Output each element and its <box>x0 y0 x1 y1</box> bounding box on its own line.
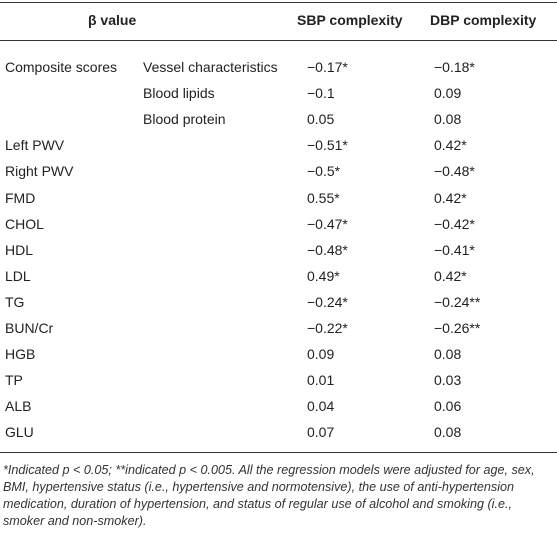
dbp-value: 0.42* <box>434 189 467 206</box>
column-header: SBP complexity <box>297 12 403 28</box>
footnote: *Indicated p < 0.05; **indicated p < 0.0… <box>3 463 535 528</box>
row-measure: Blood protein <box>143 111 226 128</box>
sbp-value: −0.22* <box>307 320 348 336</box>
dbp-value: 0.08 <box>434 346 462 363</box>
row-measure: Vessel characteristics <box>143 59 278 75</box>
sbp-value: 0.55* <box>307 189 340 206</box>
column-header: DBP complexity <box>430 12 537 28</box>
sbp-value: 0.09 <box>307 346 335 363</box>
sbp-value: −0.5* <box>307 163 341 180</box>
dbp-value: −0.18* <box>434 59 475 75</box>
row-label: Right PWV <box>5 163 74 180</box>
dbp-value: −0.24** <box>434 293 481 310</box>
dbp-value: 0.06 <box>434 398 462 415</box>
row-label: BUN/Cr <box>5 320 54 336</box>
row-label: TG <box>5 293 25 310</box>
row-measure: Blood lipids <box>143 85 215 102</box>
row-label: CHOL <box>5 215 44 232</box>
dbp-value: 0.42* <box>434 267 467 284</box>
dbp-value: 0.08 <box>434 424 462 441</box>
dbp-value: −0.48* <box>434 163 475 180</box>
sbp-value: −0.48* <box>307 241 348 258</box>
row-label: Left PWV <box>5 137 65 154</box>
row-label: LDL <box>5 267 31 284</box>
sbp-value: −0.47* <box>307 215 348 232</box>
sbp-value: −0.1 <box>307 85 335 102</box>
top-rule <box>0 2 557 3</box>
sbp-value: −0.51* <box>307 137 348 154</box>
row-label: TP <box>5 372 23 389</box>
row-label: FMD <box>5 189 36 206</box>
sbp-value: 0.07 <box>307 424 335 441</box>
dbp-value: 0.42* <box>434 137 467 154</box>
dbp-value: −0.42* <box>434 215 475 232</box>
dbp-value: 0.09 <box>434 85 462 102</box>
sbp-value: 0.01 <box>307 372 335 389</box>
sbp-value: −0.24* <box>307 293 348 310</box>
header-rule <box>0 40 557 41</box>
dbp-value: −0.41* <box>434 241 475 258</box>
dbp-value: −0.26** <box>434 320 481 336</box>
sbp-value: 0.05 <box>307 111 335 128</box>
sbp-value: 0.04 <box>307 398 335 415</box>
row-label: Composite scores <box>5 59 118 75</box>
column-header: β value <box>88 12 137 28</box>
row-label: ALB <box>5 398 32 415</box>
bottom-rule <box>0 452 557 453</box>
row-label: HDL <box>5 241 34 258</box>
dbp-value: 0.08 <box>434 111 462 128</box>
sbp-value: 0.49* <box>307 267 340 284</box>
sbp-value: −0.17* <box>307 59 348 75</box>
row-label: GLU <box>5 424 34 441</box>
row-label: HGB <box>5 346 36 363</box>
dbp-value: 0.03 <box>434 372 462 389</box>
